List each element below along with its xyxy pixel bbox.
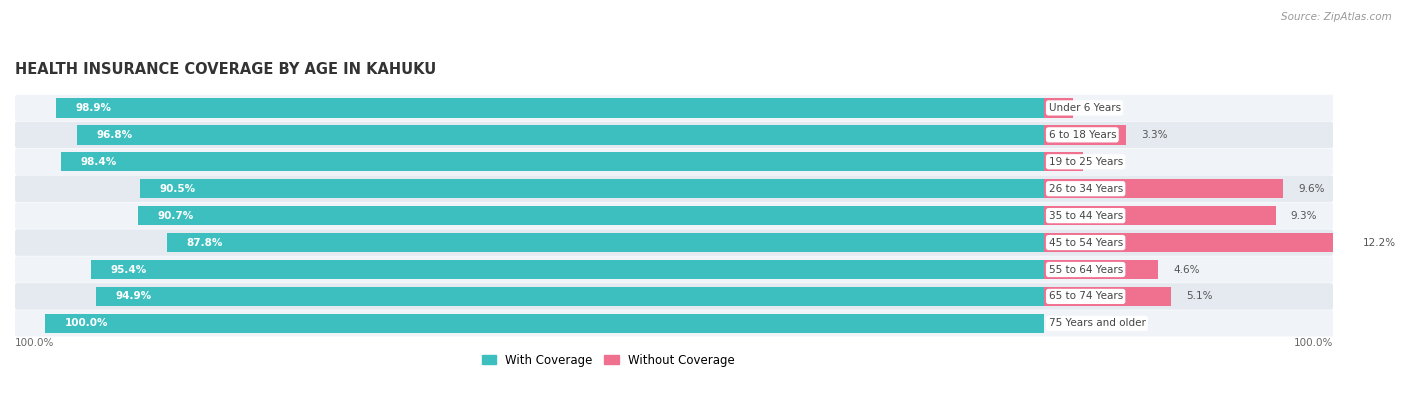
Text: 87.8%: 87.8%	[187, 237, 224, 248]
Bar	[1043, 179, 1284, 198]
FancyBboxPatch shape	[15, 310, 1333, 337]
Legend: With Coverage, Without Coverage: With Coverage, Without Coverage	[477, 349, 740, 371]
Text: 75 Years and older: 75 Years and older	[1049, 318, 1146, 328]
Text: 26 to 34 Years: 26 to 34 Years	[1049, 184, 1123, 194]
Text: 96.8%: 96.8%	[97, 130, 134, 140]
Bar	[1043, 287, 1171, 306]
Text: 4.6%: 4.6%	[1174, 264, 1199, 274]
Text: 65 to 74 Years: 65 to 74 Years	[1049, 291, 1123, 301]
Bar	[56, 98, 1043, 117]
Bar	[138, 206, 1043, 225]
Bar	[1043, 206, 1275, 225]
Text: 100.0%: 100.0%	[65, 318, 108, 328]
Text: 12.2%: 12.2%	[1362, 237, 1396, 248]
Text: 90.7%: 90.7%	[157, 211, 194, 221]
Text: 0.0%: 0.0%	[1059, 318, 1085, 328]
Text: 45 to 54 Years: 45 to 54 Years	[1049, 237, 1123, 248]
Bar	[1043, 260, 1159, 279]
Text: 9.6%: 9.6%	[1298, 184, 1324, 194]
FancyBboxPatch shape	[15, 229, 1333, 256]
FancyBboxPatch shape	[15, 283, 1333, 310]
Text: 35 to 44 Years: 35 to 44 Years	[1049, 211, 1123, 221]
Bar	[1043, 233, 1348, 252]
Text: 98.4%: 98.4%	[82, 157, 117, 167]
Text: 1.2%: 1.2%	[1088, 103, 1115, 113]
Bar	[45, 314, 1043, 333]
Bar	[1043, 152, 1084, 171]
Text: Source: ZipAtlas.com: Source: ZipAtlas.com	[1281, 12, 1392, 22]
Text: 100.0%: 100.0%	[1294, 338, 1333, 348]
Text: 5.1%: 5.1%	[1185, 291, 1212, 301]
Bar	[91, 260, 1043, 279]
Text: 98.9%: 98.9%	[76, 103, 112, 113]
Bar	[167, 233, 1043, 252]
Bar	[60, 152, 1043, 171]
Bar	[139, 179, 1043, 198]
Text: Under 6 Years: Under 6 Years	[1049, 103, 1121, 113]
FancyBboxPatch shape	[15, 256, 1333, 283]
FancyBboxPatch shape	[15, 176, 1333, 202]
Bar	[1043, 98, 1074, 117]
Bar	[77, 125, 1043, 144]
Text: 9.3%: 9.3%	[1291, 211, 1317, 221]
Text: 6 to 18 Years: 6 to 18 Years	[1049, 130, 1116, 140]
Text: 1.6%: 1.6%	[1098, 157, 1125, 167]
Text: 95.4%: 95.4%	[111, 264, 148, 274]
Text: 19 to 25 Years: 19 to 25 Years	[1049, 157, 1123, 167]
Text: 55 to 64 Years: 55 to 64 Years	[1049, 264, 1123, 274]
Text: HEALTH INSURANCE COVERAGE BY AGE IN KAHUKU: HEALTH INSURANCE COVERAGE BY AGE IN KAHU…	[15, 62, 436, 77]
Text: 3.3%: 3.3%	[1140, 130, 1167, 140]
Bar	[1043, 125, 1126, 144]
Bar	[96, 287, 1043, 306]
FancyBboxPatch shape	[15, 203, 1333, 229]
Text: 90.5%: 90.5%	[160, 184, 195, 194]
Text: 100.0%: 100.0%	[15, 338, 55, 348]
FancyBboxPatch shape	[15, 149, 1333, 175]
FancyBboxPatch shape	[15, 95, 1333, 121]
FancyBboxPatch shape	[15, 122, 1333, 148]
Text: 94.9%: 94.9%	[115, 291, 152, 301]
